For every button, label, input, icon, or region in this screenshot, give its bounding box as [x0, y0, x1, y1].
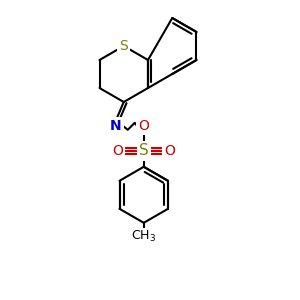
Text: N: N [110, 119, 122, 133]
Text: O: O [138, 119, 149, 133]
Text: S: S [119, 39, 128, 53]
Text: S: S [139, 143, 148, 158]
Text: CH$_3$: CH$_3$ [131, 229, 156, 244]
Text: O: O [164, 144, 175, 158]
Text: O: O [112, 144, 123, 158]
